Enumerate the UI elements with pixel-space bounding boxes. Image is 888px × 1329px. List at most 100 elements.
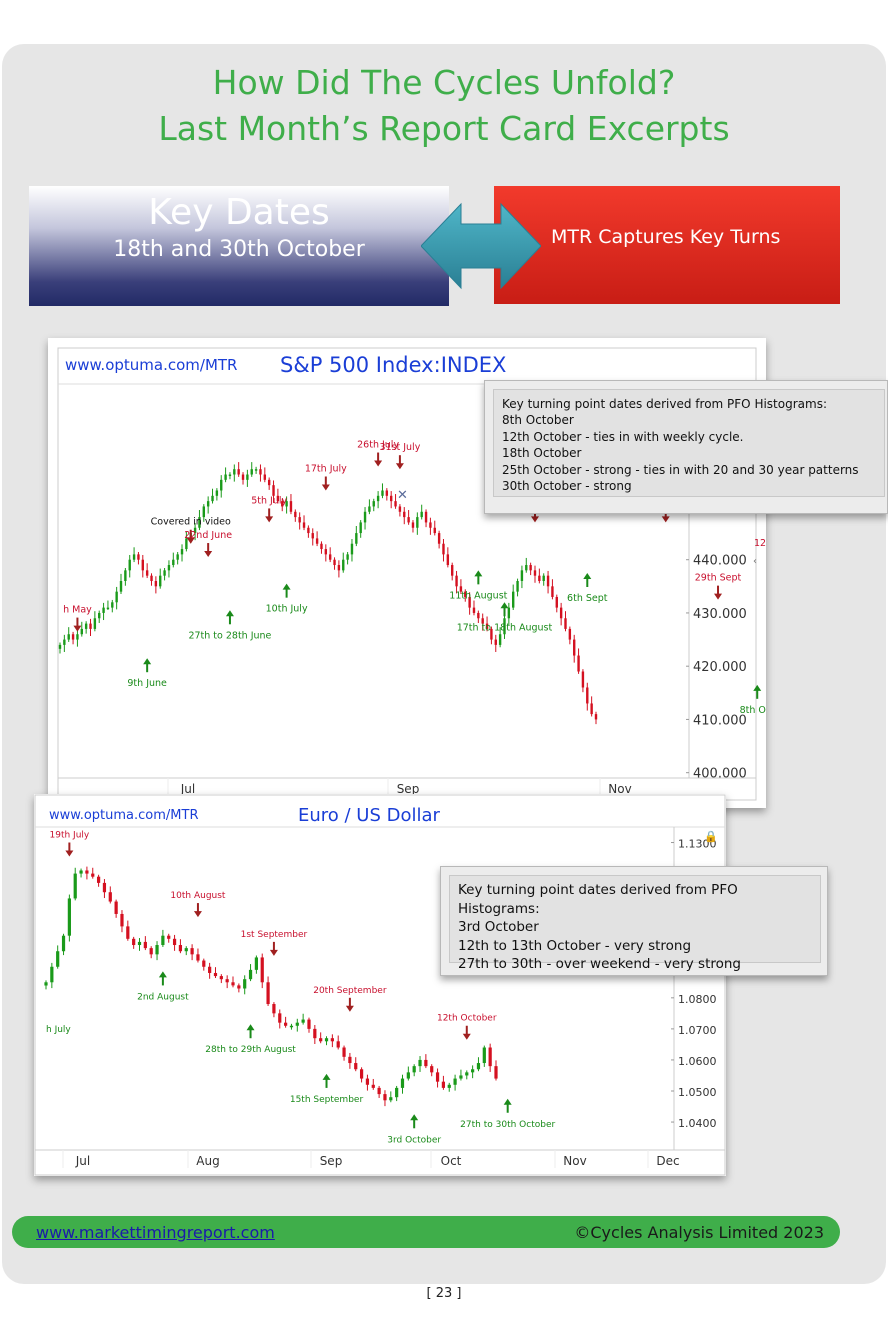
candle-body	[311, 533, 314, 539]
candle-body	[102, 607, 105, 613]
candle-body	[459, 1075, 463, 1079]
candle-body	[424, 511, 428, 523]
candle-body	[220, 479, 223, 491]
x-tick-label: Jul	[180, 782, 195, 796]
marker-20th-september: 20th September	[313, 986, 387, 1012]
marker-27th-to-30th-october: 27th to 30th October	[460, 1098, 555, 1130]
candle-body	[389, 1097, 393, 1101]
candle-body	[211, 495, 214, 502]
candle-body	[398, 506, 402, 512]
marker-5th-july: 5th July	[251, 495, 287, 523]
y-tick-label: 430.000	[693, 607, 747, 622]
candle-body	[89, 623, 92, 629]
candle-body	[400, 1078, 405, 1088]
candle-body	[418, 1059, 422, 1067]
marker-label: 20th September	[313, 986, 387, 996]
candle-body	[498, 634, 502, 645]
marker-9th-june: 9th June	[127, 658, 167, 689]
candle-body	[159, 575, 162, 587]
candle-body	[176, 554, 179, 560]
candle-body	[266, 982, 270, 1005]
candle-body	[355, 533, 358, 544]
marker-label: 19th July	[50, 831, 90, 841]
marker-label: 17th to 18th August	[457, 622, 553, 633]
candle-body	[446, 554, 450, 566]
marker-label: 27th to 28th June	[188, 630, 271, 641]
candle-body	[102, 882, 107, 893]
candle-body	[389, 495, 393, 502]
candle-body	[337, 565, 341, 571]
x-tick-label: Sep	[320, 1154, 343, 1168]
candle-body	[512, 591, 515, 608]
candle-body	[302, 522, 306, 528]
marker-arrowhead	[204, 551, 213, 558]
candle-body	[333, 559, 336, 566]
cross-marker-icon: ✕	[397, 488, 408, 503]
marker-arrowhead	[269, 949, 278, 956]
candle-body	[56, 951, 60, 967]
candle-body	[476, 1063, 481, 1070]
candle-body	[590, 703, 593, 715]
eurusd-site-label[interactable]: www.optuma.com/MTR	[49, 808, 198, 823]
candle-body	[202, 506, 206, 518]
y-tick-label: 1.0600	[678, 1055, 717, 1068]
y-tick-label: 420.000	[693, 660, 747, 675]
candle-body	[464, 591, 467, 597]
marker-12th-october: 12th October	[437, 1014, 497, 1040]
x-tick-label: Sep	[397, 782, 420, 796]
candle-body	[342, 1047, 346, 1057]
candle-body	[533, 570, 537, 576]
candle-body	[141, 559, 144, 571]
marker-label: h May	[63, 605, 92, 616]
marker-label: 15th September	[290, 1095, 364, 1105]
candle-body	[184, 948, 188, 952]
candle-body	[233, 469, 236, 475]
candle-body	[132, 938, 136, 946]
spx-info-line: 25th October - strong - ties in with 20 …	[502, 462, 859, 477]
candle-body	[372, 501, 375, 507]
candle-body	[472, 607, 476, 613]
candle-body	[437, 533, 441, 544]
marker-arrowhead	[143, 658, 152, 665]
candle-body	[85, 870, 89, 874]
spx-info-line: 12th October - ties in with weekly cycle…	[502, 429, 744, 444]
spx-site-label[interactable]: www.optuma.com/MTR	[65, 356, 237, 374]
lock-icon[interactable]: 🔒	[704, 830, 718, 843]
candle-body	[285, 501, 288, 507]
marker-arrowhead	[374, 460, 383, 467]
candle-body	[73, 873, 77, 899]
candle-body	[124, 570, 127, 581]
marker-label: 1st September	[241, 930, 308, 940]
x-tick-label: Jul	[75, 1154, 90, 1168]
spx-chart-title: S&P 500 Index:INDEX	[280, 353, 506, 377]
candle-body	[224, 474, 227, 480]
candle-body	[111, 602, 114, 608]
candle-body	[243, 979, 247, 989]
candle-body	[525, 565, 528, 571]
marker-label: Covered in video	[151, 517, 231, 528]
footer-link[interactable]: www.markettimingreport.com	[36, 1223, 275, 1242]
eurusd-x-ticks: Jul Aug Sep Oct Nov Dec	[62, 1150, 680, 1168]
marker-label: 26th July	[357, 440, 399, 451]
y-tick-label: 400.000	[693, 767, 747, 782]
marker-h-may: h May	[63, 605, 92, 632]
candle-body	[395, 1087, 399, 1098]
candle-body	[71, 634, 75, 640]
candle-body	[132, 554, 136, 560]
candle-body	[289, 501, 293, 512]
candle-body	[67, 898, 71, 936]
collapse-icon[interactable]: ‹	[753, 556, 757, 567]
candle-body	[98, 612, 101, 619]
marker-29th-sept: 29th Sept	[695, 573, 742, 600]
y-tick-label: 1.0500	[678, 1086, 717, 1099]
y-tick-label: 1.0700	[678, 1024, 717, 1037]
eurusd-chart-card: www.optuma.com/MTR Euro / US Dollar 1.13…	[34, 794, 726, 1176]
candle-body	[126, 926, 130, 939]
candle-body	[231, 982, 235, 986]
candle-body	[482, 1047, 486, 1064]
candle-body	[336, 1041, 340, 1048]
candle-body	[163, 570, 166, 576]
candle-body	[254, 957, 258, 970]
candle-body	[376, 495, 380, 502]
candle-body	[161, 935, 165, 946]
